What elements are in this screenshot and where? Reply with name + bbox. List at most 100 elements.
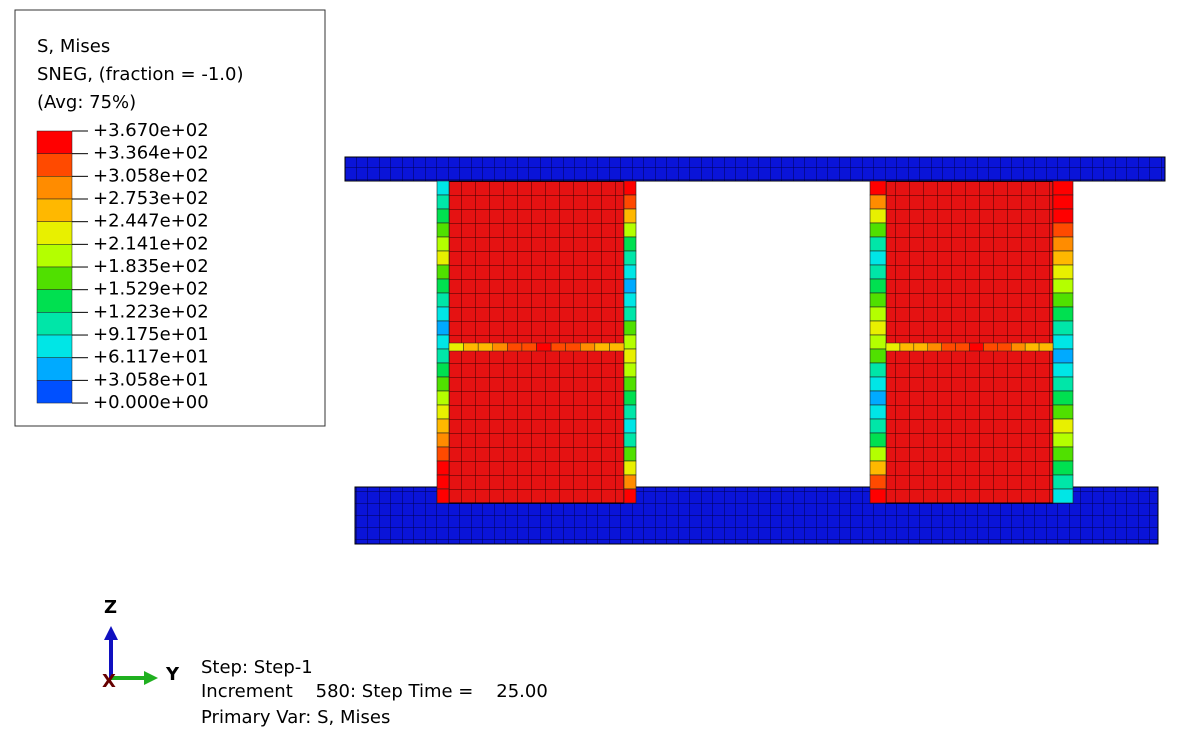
flange-element: [869, 250, 887, 266]
flange-element: [623, 488, 637, 504]
flange-element: [436, 404, 450, 420]
legend-level: +1.529e+02: [93, 279, 209, 300]
flange-element: [869, 432, 887, 448]
flange-element: [869, 208, 887, 224]
legend-level: +2.447e+02: [93, 211, 209, 232]
flange-element: [1052, 208, 1074, 224]
legend-swatch: [36, 198, 73, 222]
legend-level: +6.117e+01: [93, 347, 209, 368]
y-arrow: [144, 671, 158, 685]
legend-level: +3.364e+02: [93, 143, 209, 164]
flange-element: [869, 488, 887, 504]
flange-element: [869, 236, 887, 252]
flange-element: [869, 348, 887, 364]
flange-element: [623, 474, 637, 490]
stiffener-element: [536, 342, 552, 352]
flange-element: [869, 292, 887, 308]
flange-element: [623, 306, 637, 322]
flange-element: [436, 446, 450, 462]
flange-element: [869, 194, 887, 210]
status-step: Step: Step-1: [201, 657, 313, 678]
stiffener-element: [448, 342, 464, 352]
legend-swatch: [36, 312, 73, 336]
legend-average: (Avg: 75%): [37, 92, 136, 113]
stiffener-element: [1038, 342, 1054, 352]
stiffener-element: [969, 342, 984, 352]
stiffener-element: [885, 342, 901, 352]
z-label: Z: [104, 597, 117, 618]
flange-element: [1052, 460, 1074, 476]
flange-element: [869, 390, 887, 406]
flange-element: [869, 376, 887, 392]
stiffener-element: [550, 342, 566, 352]
flange-element: [623, 390, 637, 406]
legend-level: +3.670e+02: [93, 120, 209, 141]
flange-element: [1052, 376, 1074, 392]
flange-element: [1052, 306, 1074, 322]
z-arrow: [104, 626, 118, 640]
flange-element: [1052, 334, 1074, 350]
flange-element: [1052, 488, 1074, 504]
flange-element: [436, 250, 450, 266]
legend-subtitle: SNEG, (fraction = -1.0): [37, 64, 244, 85]
flange-element: [869, 278, 887, 294]
flange-element: [623, 292, 637, 308]
stiffener-element: [899, 342, 915, 352]
stiffener-element: [955, 342, 970, 352]
stiffener-element: [580, 342, 596, 352]
stiffener-element: [492, 342, 508, 352]
flange-element: [869, 306, 887, 322]
flange-element: [623, 362, 637, 378]
flange-element: [436, 194, 450, 210]
stiffener-element: [941, 342, 956, 352]
flange-element: [436, 362, 450, 378]
flange-element: [436, 376, 450, 392]
flange-element: [623, 222, 637, 238]
flange-element: [1052, 264, 1074, 280]
flange-element: [869, 404, 887, 420]
flange-element: [623, 180, 637, 196]
status-increment: Increment 580: Step Time = 25.00: [201, 681, 548, 702]
legend-swatch: [36, 357, 73, 381]
legend-swatch: [36, 176, 73, 200]
model: [344, 156, 1166, 545]
flange-element: [623, 460, 637, 476]
legend-level: +1.223e+02: [93, 301, 209, 322]
stiffener-element: [477, 342, 493, 352]
flange-element: [436, 334, 450, 350]
flange-element: [623, 264, 637, 280]
flange-element: [1052, 222, 1074, 238]
flange-element: [623, 194, 637, 210]
status: Step: Step-1 Increment 580: Step Time = …: [201, 657, 548, 728]
flange-element: [869, 320, 887, 336]
stiffener-element: [927, 342, 942, 352]
legend-swatch: [36, 221, 73, 245]
stiffener-element: [1011, 342, 1026, 352]
flange-element: [623, 348, 637, 364]
flange-element: [436, 292, 450, 308]
right-web: [885, 180, 1054, 504]
legend-swatch: [36, 130, 73, 154]
stiffener-element: [609, 342, 625, 352]
legend-level: +2.753e+02: [93, 188, 209, 209]
flange-element: [869, 474, 887, 490]
flange-element: [1052, 278, 1074, 294]
stiffener-element: [565, 342, 581, 352]
flange-element: [436, 320, 450, 336]
flange-element: [436, 488, 450, 504]
flange-element: [436, 390, 450, 406]
triad: Z Y X: [102, 597, 180, 692]
flange-element: [869, 460, 887, 476]
flange-element: [869, 180, 887, 196]
flange-element: [1052, 474, 1074, 490]
flange-element: [623, 446, 637, 462]
legend-swatch: [36, 334, 73, 358]
flange-element: [436, 432, 450, 448]
legend-level: +3.058e+01: [93, 369, 209, 390]
stiffener-element: [507, 342, 523, 352]
legend-swatch: [36, 380, 73, 404]
legend: S, Mises SNEG, (fraction = -1.0) (Avg: 7…: [14, 9, 326, 427]
legend-swatch: [36, 153, 73, 177]
flange-element: [869, 446, 887, 462]
